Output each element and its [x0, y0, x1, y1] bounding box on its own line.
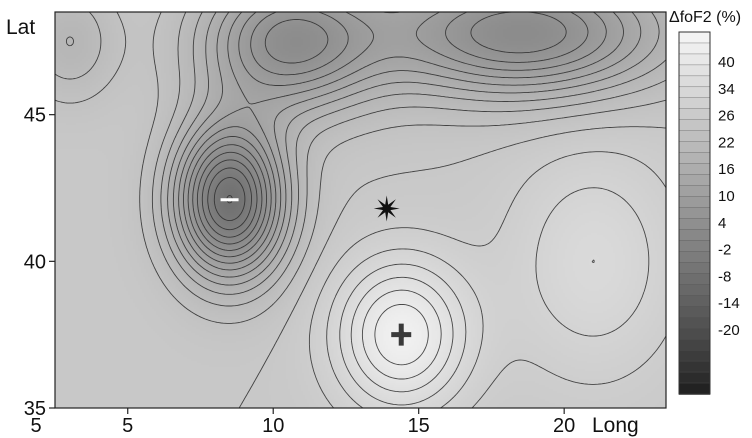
colorbar-band	[678, 251, 711, 264]
station-star-marker	[373, 195, 400, 222]
colorbar-tick-label: -14	[718, 295, 740, 312]
colorbar-band	[678, 119, 711, 132]
colorbar-ticks: 40 34 26 22 16 10 4 -2 -8 -14 -20	[718, 54, 740, 339]
colorbar-frame	[678, 31, 711, 395]
colorbar-band	[678, 295, 711, 308]
y-tick-label: 35	[24, 398, 46, 420]
station-cross-marker	[391, 323, 412, 346]
colorbar-band	[678, 218, 711, 231]
x-tick-label: 20	[553, 415, 575, 437]
contour-line	[308, 151, 666, 408]
contour-line	[187, 12, 589, 258]
contour-line	[361, 289, 442, 380]
contour-line	[178, 12, 624, 271]
colorbar-band	[678, 86, 711, 99]
colorbar-band	[678, 349, 711, 362]
colorbar-band	[678, 31, 711, 44]
colorbar-band	[678, 196, 711, 209]
colorbar-band	[678, 42, 711, 55]
contour-line	[326, 187, 650, 408]
colorbar-band	[678, 317, 711, 329]
colorbar-band	[678, 130, 711, 143]
colorbar-band	[678, 338, 711, 351]
colorbar-band	[678, 97, 711, 110]
x-tick-label-first: 5	[30, 415, 41, 437]
x-axis: 5 10 15 20	[122, 408, 575, 437]
contour-line	[201, 159, 258, 238]
colorbar-band	[678, 207, 711, 220]
colorbar-band	[678, 306, 711, 318]
y-tick-label: 45	[24, 105, 46, 127]
y-axis-label: Lat	[6, 16, 35, 39]
contour-line	[65, 12, 666, 295]
colorbar-band	[678, 64, 711, 77]
contour-line	[55, 12, 666, 307]
colorbar-bands	[678, 31, 711, 395]
plot-area	[54, 11, 667, 409]
colorbar-band	[678, 75, 711, 88]
contour-line	[167, 12, 660, 286]
colorbar-band	[678, 240, 711, 253]
colorbar-band	[678, 53, 711, 66]
colorbar-band	[678, 174, 711, 187]
x-axis-label: Long	[592, 414, 639, 437]
contour-line	[207, 167, 252, 231]
contour-line	[238, 126, 666, 408]
colorbar-tick-label: 10	[718, 188, 735, 205]
contour-line	[172, 12, 642, 278]
colorbar-band	[678, 284, 711, 297]
contour-line	[183, 12, 607, 264]
colorbar-tick-label: -20	[718, 322, 740, 339]
colorbar-band	[678, 108, 711, 121]
colorbar-band	[678, 229, 711, 242]
contour-line	[350, 276, 454, 393]
x-tick-label: 10	[262, 415, 284, 437]
colorbar-tick-label: 22	[718, 134, 735, 151]
field-shading	[55, 12, 666, 408]
colorbar: ΔfoF2 (%) 40 34 26 22 16 10 4 -2 -8 -14 -20	[669, 9, 741, 395]
y-axis: 35 40 45	[24, 105, 55, 420]
contour-line	[213, 177, 246, 222]
colorbar-band	[678, 360, 711, 373]
colorbar-tick-label: -8	[718, 268, 731, 285]
markers	[220, 195, 412, 346]
colorbar-tick-label: -2	[718, 242, 731, 259]
y-tick-label: 40	[24, 251, 46, 273]
contour-lines	[55, 12, 666, 408]
x-tick-label: 5	[122, 415, 133, 437]
contour-line	[339, 259, 595, 406]
colorbar-band	[678, 152, 711, 165]
colorbar-band	[678, 382, 711, 395]
colorbar-band	[678, 141, 711, 154]
colorbar-tick-label: 40	[718, 54, 735, 71]
colorbar-tick-label: 16	[718, 161, 735, 178]
contour-line	[374, 303, 429, 366]
x-tick-label: 15	[408, 415, 430, 437]
colorbar-band	[678, 371, 711, 384]
colorbar-band	[678, 163, 711, 176]
colorbar-band	[678, 328, 711, 340]
contour-line	[196, 151, 263, 245]
colorbar-tick-label: 4	[718, 215, 726, 232]
colorbar-tick-label: 26	[718, 108, 735, 125]
colorbar-tick-label: 34	[718, 81, 735, 98]
contour-line	[192, 12, 567, 251]
colorbar-band	[678, 262, 711, 275]
colorbar-band	[678, 273, 711, 286]
plot-frame	[54, 11, 667, 409]
colorbar-title: ΔfoF2 (%)	[669, 9, 741, 26]
colorbar-band	[678, 185, 711, 198]
